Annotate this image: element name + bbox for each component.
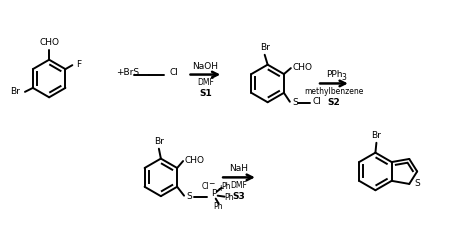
Text: S3: S3 bbox=[233, 192, 246, 201]
Text: CHO: CHO bbox=[293, 63, 313, 72]
Text: Br: Br bbox=[260, 43, 270, 52]
Text: CHO: CHO bbox=[39, 38, 59, 47]
Text: Ph: Ph bbox=[213, 202, 222, 211]
Text: Cl: Cl bbox=[312, 97, 321, 106]
Text: NaOH: NaOH bbox=[192, 62, 219, 71]
Text: Ph: Ph bbox=[224, 193, 233, 202]
Text: S: S bbox=[414, 179, 420, 188]
Text: Br: Br bbox=[154, 137, 164, 146]
Text: 3: 3 bbox=[342, 73, 346, 82]
Text: +BrS: +BrS bbox=[117, 68, 139, 77]
Text: F: F bbox=[76, 60, 81, 69]
Text: methylbenzene: methylbenzene bbox=[304, 87, 364, 96]
Text: PPh: PPh bbox=[326, 70, 342, 79]
Text: S: S bbox=[292, 98, 298, 107]
Text: NaH: NaH bbox=[229, 164, 248, 173]
Text: CHO: CHO bbox=[185, 155, 205, 165]
Text: Br: Br bbox=[372, 131, 382, 140]
Text: Cl: Cl bbox=[202, 182, 210, 191]
Text: Br: Br bbox=[10, 87, 20, 96]
Text: −: − bbox=[209, 179, 215, 188]
Text: DMF: DMF bbox=[197, 78, 214, 87]
Text: Ph: Ph bbox=[221, 182, 230, 191]
Text: P: P bbox=[211, 189, 217, 198]
Text: Cl: Cl bbox=[170, 68, 179, 77]
Text: S: S bbox=[186, 192, 192, 201]
Text: S1: S1 bbox=[199, 89, 212, 98]
Text: +: + bbox=[218, 184, 224, 193]
Text: DMF: DMF bbox=[230, 181, 247, 190]
Text: S2: S2 bbox=[328, 98, 340, 107]
